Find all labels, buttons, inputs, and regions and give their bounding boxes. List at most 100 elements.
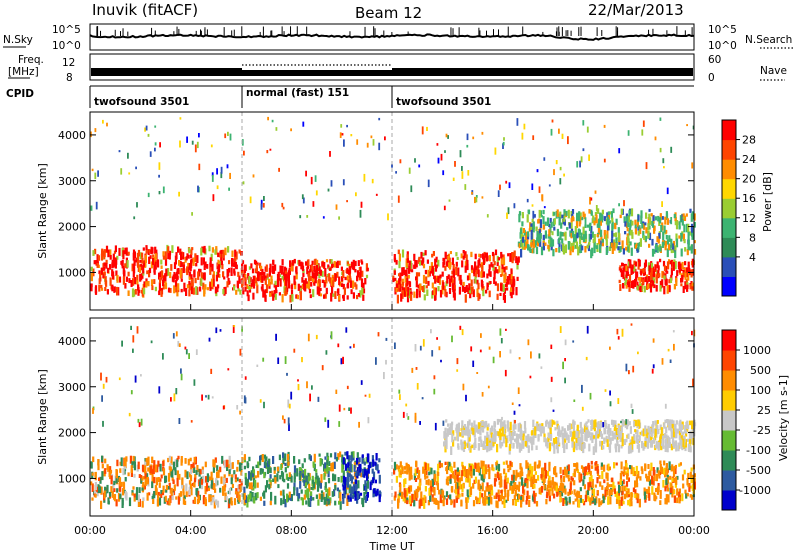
data-cell — [629, 241, 632, 246]
data-cell — [447, 255, 450, 261]
data-cell — [615, 498, 619, 504]
data-cell — [338, 404, 341, 412]
data-cell — [637, 215, 640, 221]
data-cell — [397, 285, 400, 292]
data-cell — [284, 287, 287, 296]
data-cell — [161, 491, 165, 496]
data-cell — [139, 252, 142, 259]
data-cell — [222, 486, 225, 494]
data-cell — [592, 446, 595, 455]
data-cell — [460, 439, 463, 445]
data-cell — [648, 265, 651, 273]
data-cell — [274, 477, 277, 484]
data-cell — [596, 233, 599, 238]
data-cell — [508, 427, 511, 436]
data-cell — [439, 289, 443, 298]
data-cell — [689, 471, 692, 478]
data-cell — [153, 460, 156, 469]
data-cell — [631, 436, 634, 445]
data-cell — [403, 479, 406, 488]
x-tick-label: 20:00 — [577, 524, 609, 537]
data-cell — [204, 486, 207, 495]
data-cell — [304, 468, 307, 476]
data-cell — [618, 203, 620, 207]
data-cell — [418, 256, 421, 262]
data-cell — [339, 451, 342, 458]
data-cell — [227, 131, 229, 136]
data-cell — [502, 293, 505, 301]
data-cell — [309, 269, 312, 273]
data-cell — [323, 262, 326, 269]
data-cell — [517, 494, 520, 500]
data-cell — [260, 203, 263, 210]
data-cell — [594, 443, 598, 453]
data-cell — [177, 246, 180, 253]
data-cell — [106, 464, 109, 470]
data-cell — [397, 465, 401, 472]
data-cell — [605, 234, 608, 241]
data-cell — [200, 277, 203, 286]
data-cell — [457, 486, 460, 495]
data-cell — [501, 264, 504, 270]
data-cell — [487, 497, 490, 506]
data-cell — [211, 396, 214, 399]
data-cell — [320, 474, 323, 483]
data-cell — [606, 482, 609, 491]
data-cell — [480, 333, 482, 338]
data-cell — [406, 488, 409, 497]
data-cell — [615, 446, 618, 453]
data-cell — [410, 466, 413, 476]
data-cell — [691, 431, 694, 438]
data-cell — [654, 216, 657, 221]
data-cell — [347, 495, 350, 500]
data-cell — [587, 495, 590, 502]
data-cell — [482, 498, 485, 506]
data-cell — [684, 261, 687, 266]
data-cell — [157, 494, 160, 499]
data-cell — [284, 467, 287, 473]
data-cell — [220, 172, 223, 179]
data-cell — [349, 280, 353, 288]
data-cell — [234, 474, 237, 480]
data-cell — [652, 276, 655, 284]
data-cell — [526, 462, 529, 469]
data-cell — [324, 499, 327, 505]
data-cell — [445, 498, 449, 505]
data-cell — [607, 496, 610, 505]
data-cell — [668, 461, 671, 471]
data-cell — [617, 336, 620, 340]
data-cell — [558, 128, 560, 134]
data-cell — [354, 269, 357, 273]
data-cell — [453, 277, 456, 286]
data-cell — [90, 272, 93, 282]
data-cell — [569, 482, 572, 491]
colorbar-segment — [722, 120, 736, 141]
data-cell — [359, 266, 362, 273]
data-cell — [623, 466, 626, 475]
data-cell — [325, 259, 329, 263]
data-cell — [344, 463, 347, 471]
data-cell — [174, 280, 178, 287]
data-cell — [572, 443, 576, 453]
data-cell — [624, 221, 627, 227]
data-cell — [188, 353, 190, 359]
data-cell — [493, 495, 496, 499]
data-cell — [427, 463, 430, 471]
data-cell — [243, 454, 246, 460]
data-cell — [300, 497, 303, 501]
data-cell — [211, 263, 214, 272]
data-cell — [572, 473, 575, 477]
data-cell — [432, 487, 435, 493]
data-cell — [524, 441, 527, 447]
data-cell — [475, 426, 478, 433]
data-cell — [436, 143, 439, 146]
data-cell — [442, 282, 445, 290]
data-cell — [180, 252, 183, 260]
data-cell — [192, 287, 195, 295]
data-cell — [236, 466, 239, 472]
data-cell — [500, 254, 503, 258]
data-cell — [284, 462, 287, 466]
data-cell — [398, 261, 401, 269]
data-cell — [105, 259, 108, 264]
